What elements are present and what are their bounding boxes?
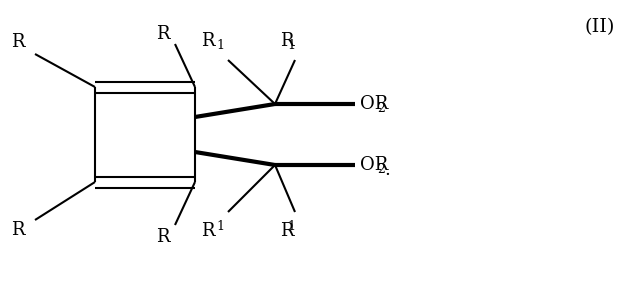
Text: R: R: [156, 228, 170, 246]
Text: R: R: [11, 33, 25, 51]
Text: 2: 2: [377, 102, 385, 115]
Text: OR: OR: [360, 95, 388, 113]
Text: R: R: [156, 25, 170, 43]
Text: 2: 2: [377, 163, 385, 176]
Text: R: R: [280, 32, 293, 50]
Text: R: R: [202, 222, 215, 240]
Text: R: R: [280, 222, 293, 240]
Text: (II): (II): [585, 18, 615, 36]
Text: OR: OR: [360, 156, 388, 174]
Text: R: R: [202, 32, 215, 50]
Text: 1: 1: [288, 39, 296, 52]
Text: 1: 1: [216, 220, 224, 233]
Text: 1: 1: [216, 39, 224, 52]
Text: .: .: [384, 160, 390, 179]
Text: 1: 1: [288, 220, 296, 233]
Text: R: R: [11, 221, 25, 239]
